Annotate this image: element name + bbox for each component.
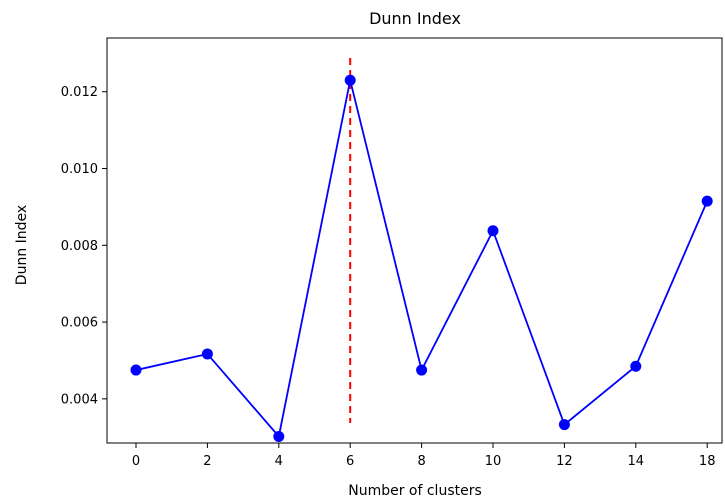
data-point-4 bbox=[416, 364, 428, 376]
x-tick-label-3: 6 bbox=[346, 454, 354, 469]
x-tick-label-8: 18 bbox=[699, 454, 716, 469]
y-tick-label-4: 0.012 bbox=[61, 85, 98, 100]
data-point-0 bbox=[130, 364, 142, 376]
series-line-0 bbox=[135, 80, 709, 439]
data-point-7 bbox=[630, 360, 642, 372]
data-point-3 bbox=[344, 74, 356, 86]
y-tick-label-1: 0.006 bbox=[61, 316, 98, 331]
x-tick-label-2: 4 bbox=[275, 454, 283, 469]
x-tick-label-4: 8 bbox=[417, 454, 425, 469]
chart-title: Dunn Index bbox=[369, 9, 461, 28]
x-tick-label-6: 12 bbox=[556, 454, 573, 469]
x-axis-title: Number of clusters bbox=[348, 483, 482, 499]
data-point-8 bbox=[701, 195, 713, 207]
data-point-5 bbox=[487, 225, 499, 237]
x-tick-label-1: 2 bbox=[203, 454, 211, 469]
data-point-6 bbox=[558, 419, 570, 431]
data-point-1 bbox=[201, 348, 213, 360]
plot-area-frame bbox=[106, 37, 723, 444]
y-tick-label-2: 0.008 bbox=[61, 239, 98, 254]
data-point-2 bbox=[273, 430, 285, 442]
y-axis-title: Dunn Index bbox=[14, 205, 30, 285]
y-tick-label-0: 0.004 bbox=[61, 392, 98, 407]
x-tick-label-0: 0 bbox=[132, 454, 140, 469]
plot-marks bbox=[130, 58, 713, 442]
x-tick-label-7: 14 bbox=[628, 454, 645, 469]
x-tick-label-5: 10 bbox=[485, 454, 502, 469]
y-tick-label-3: 0.010 bbox=[61, 162, 98, 177]
